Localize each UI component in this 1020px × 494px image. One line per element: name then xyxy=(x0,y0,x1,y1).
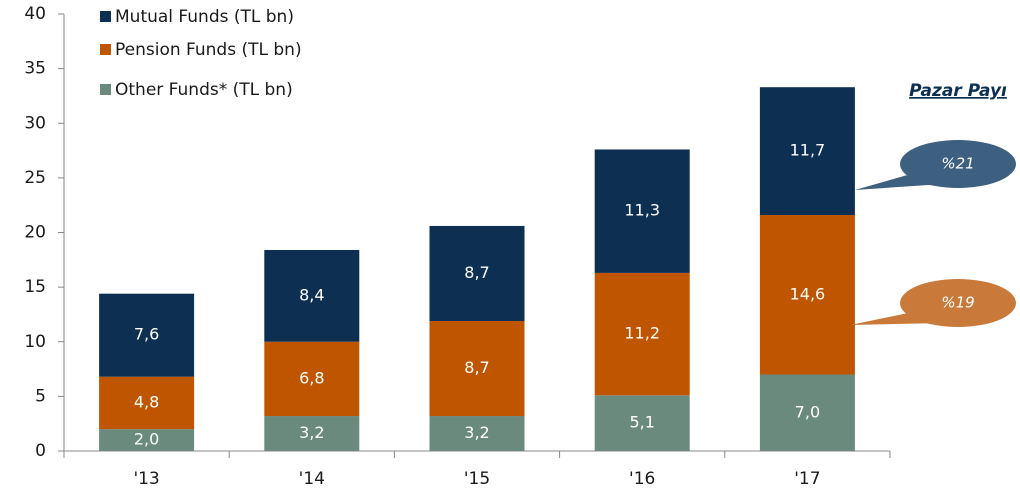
data-label: 8,7 xyxy=(464,358,489,377)
data-label: 8,4 xyxy=(299,285,324,304)
bar-segment xyxy=(594,272,690,396)
y-tick-label: 20 xyxy=(24,223,46,243)
data-label: 2,0 xyxy=(134,430,159,449)
legend-swatch xyxy=(100,44,111,55)
legend-label: Mutual Funds (TL bn) xyxy=(115,7,294,27)
y-tick-label: 25 xyxy=(24,168,46,188)
y-tick-label: 5 xyxy=(35,386,46,406)
bar-segment xyxy=(429,416,525,451)
data-label: 4,8 xyxy=(134,392,159,411)
y-tick-label: 0 xyxy=(35,441,46,461)
y-tick-label: 40 xyxy=(24,4,46,24)
bar-segment xyxy=(264,341,360,417)
bar-segment xyxy=(429,320,525,417)
bar-segment xyxy=(594,149,690,273)
data-label: 3,2 xyxy=(464,423,489,442)
data-label: 14,6 xyxy=(790,284,826,303)
y-tick-label: 35 xyxy=(24,59,46,79)
data-label: 11,2 xyxy=(624,324,660,343)
legend-swatch xyxy=(100,11,111,22)
x-tick-label: '15 xyxy=(464,469,490,489)
legend-label: Pension Funds (TL bn) xyxy=(115,40,302,60)
y-tick-label: 15 xyxy=(24,277,46,297)
x-tick-label: '13 xyxy=(133,469,159,489)
callout-bubble xyxy=(900,279,1016,327)
data-label: 11,7 xyxy=(790,141,826,160)
data-label: 11,3 xyxy=(624,201,660,220)
bar-segment xyxy=(264,416,360,451)
x-tick-label: '16 xyxy=(629,469,655,489)
bar-segment xyxy=(99,429,195,451)
data-label: 7,6 xyxy=(134,325,159,344)
bar-segment xyxy=(759,215,855,375)
bar-segment xyxy=(759,374,855,451)
annotation-title: Pazar Payı xyxy=(909,81,1007,101)
data-label: 8,7 xyxy=(464,263,489,282)
bar-segment xyxy=(264,249,360,342)
x-tick-label: '14 xyxy=(299,469,325,489)
x-tick-label: '17 xyxy=(794,469,820,489)
y-tick-label: 10 xyxy=(24,332,46,352)
legend-swatch xyxy=(100,84,111,95)
data-label: 6,8 xyxy=(299,368,324,387)
bar-segment xyxy=(594,395,690,451)
y-tick-label: 30 xyxy=(24,113,46,133)
data-label: 7,0 xyxy=(795,402,820,421)
bar-segment xyxy=(99,376,195,430)
bar-segment xyxy=(759,87,855,216)
data-label: 3,2 xyxy=(299,423,324,442)
callout-text: %19 xyxy=(941,294,974,312)
bar-segment xyxy=(429,225,525,321)
legend-label: Other Funds* (TL bn) xyxy=(115,80,293,100)
bar-segment xyxy=(99,293,195,377)
callout-text: %21 xyxy=(941,155,974,173)
data-label: 5,1 xyxy=(629,413,654,432)
callout-bubble xyxy=(900,140,1016,188)
